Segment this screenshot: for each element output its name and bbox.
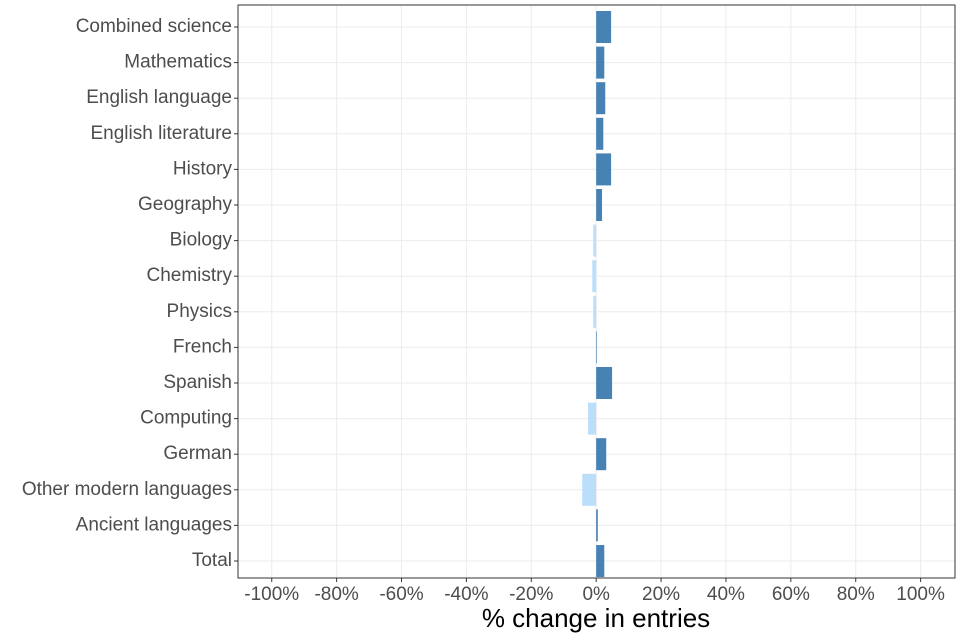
y-tick-label: English language bbox=[86, 87, 232, 108]
bar bbox=[596, 331, 597, 364]
y-tick-label: Geography bbox=[138, 194, 233, 215]
x-tick-label: 80% bbox=[837, 584, 875, 605]
bar bbox=[596, 153, 612, 186]
y-tick-label: English literature bbox=[90, 123, 232, 144]
plot-area bbox=[238, 5, 955, 578]
x-tick-label: -40% bbox=[444, 584, 488, 605]
bar bbox=[593, 295, 597, 328]
y-tick-label: Biology bbox=[170, 230, 233, 251]
x-tick-label: -20% bbox=[509, 584, 553, 605]
x-tick-label: 60% bbox=[772, 584, 810, 605]
bar bbox=[588, 402, 597, 435]
y-tick-label: Other modern languages bbox=[22, 479, 232, 500]
y-tick-label: Combined science bbox=[76, 16, 232, 37]
y-tick-label: Physics bbox=[167, 301, 232, 322]
bar bbox=[582, 473, 597, 506]
bar bbox=[596, 545, 605, 577]
x-axis-title: % change in entries bbox=[482, 603, 710, 633]
y-tick-label: Ancient languages bbox=[76, 514, 232, 535]
bar bbox=[596, 509, 598, 542]
bar bbox=[596, 367, 613, 399]
x-tick-label: -100% bbox=[244, 584, 299, 605]
bar bbox=[596, 11, 612, 43]
y-tick-label: Mathematics bbox=[124, 52, 232, 73]
bar bbox=[596, 438, 607, 471]
bar bbox=[596, 46, 605, 79]
x-tick-label: 0% bbox=[582, 584, 610, 605]
bar bbox=[593, 224, 597, 257]
y-tick-label: German bbox=[163, 443, 232, 464]
x-tick-label: 20% bbox=[642, 584, 680, 605]
bar bbox=[596, 117, 604, 150]
bar bbox=[596, 189, 603, 221]
y-tick-label: Computing bbox=[140, 408, 232, 429]
y-tick-label: Total bbox=[192, 550, 232, 571]
bar bbox=[596, 82, 606, 115]
bar bbox=[592, 260, 597, 293]
y-tick-label: French bbox=[173, 336, 232, 357]
y-tick-label: Chemistry bbox=[146, 265, 232, 286]
x-tick-label: -80% bbox=[314, 584, 358, 605]
x-tick-label: 100% bbox=[896, 584, 945, 605]
x-tick-label: -60% bbox=[379, 584, 423, 605]
y-tick-label: Spanish bbox=[163, 372, 232, 393]
x-tick-label: 40% bbox=[707, 584, 745, 605]
y-tick-label: History bbox=[173, 158, 233, 179]
